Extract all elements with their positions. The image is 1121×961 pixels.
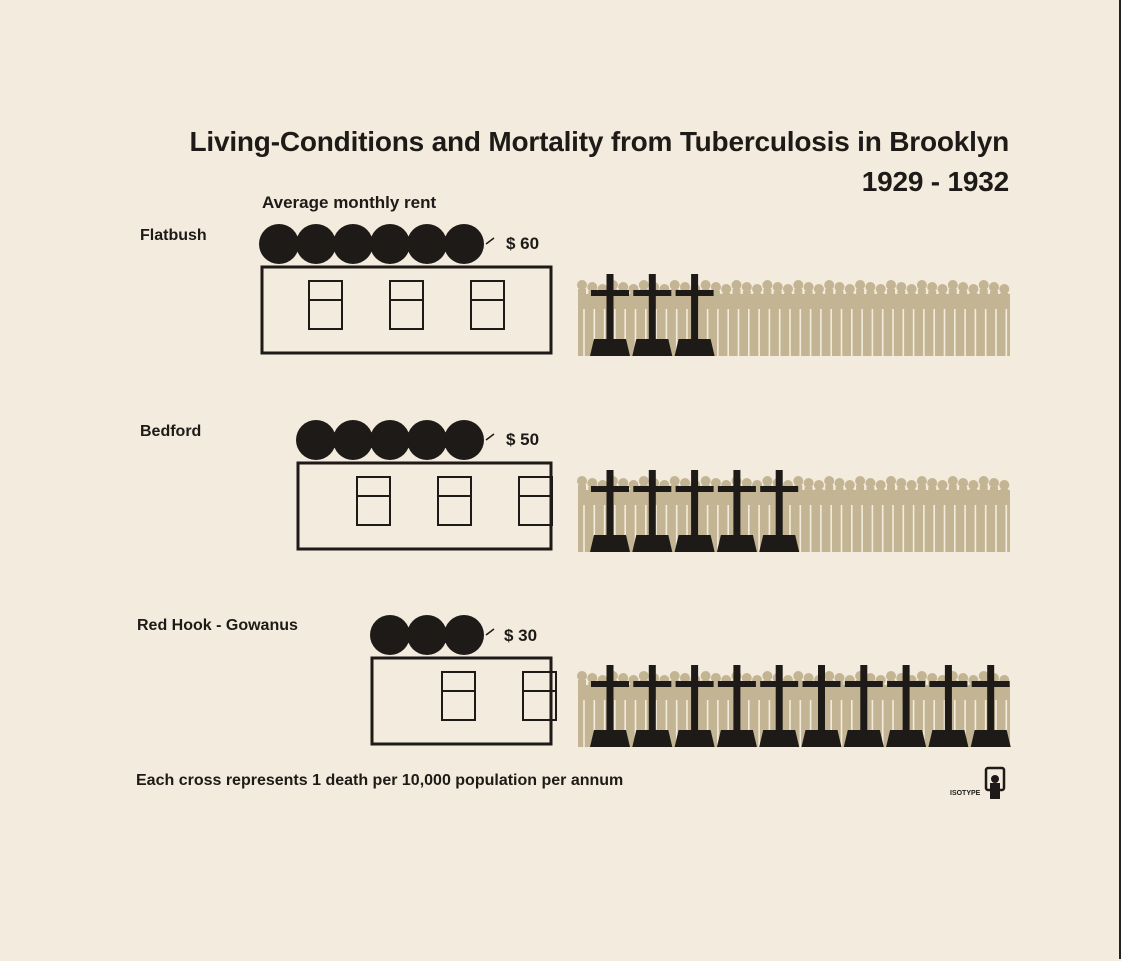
- dwelling-window: [522, 671, 557, 721]
- death-cross: [843, 665, 884, 747]
- death-cross: [759, 470, 800, 552]
- death-cross: [674, 665, 715, 747]
- dwelling-box: [296, 461, 553, 551]
- death-cross: [590, 470, 630, 552]
- dwelling-window: [470, 280, 505, 330]
- death-cross: [716, 665, 757, 747]
- rent-coin: [444, 224, 484, 264]
- dwelling-window: [308, 280, 343, 330]
- dwelling-window: [389, 280, 424, 330]
- rent-coin: [444, 615, 484, 655]
- rent-coin: [407, 224, 447, 264]
- death-cross: [590, 274, 630, 356]
- dwelling-window: [356, 476, 391, 526]
- rent-coin: [370, 224, 410, 264]
- rent-leader-tick: [485, 237, 495, 245]
- death-cross: [886, 665, 927, 747]
- rent-coin: [333, 224, 373, 264]
- death-cross: [632, 470, 673, 552]
- rent-coin: [333, 420, 373, 460]
- rent-coin: [407, 420, 447, 460]
- rent-leader-tick: [485, 628, 495, 636]
- chart-title: Living-Conditions and Mortality from Tub…: [189, 122, 1009, 202]
- dwelling-window: [441, 671, 476, 721]
- death-cross: [632, 665, 673, 747]
- death-cross: [759, 665, 800, 747]
- rent-coin: [296, 420, 336, 460]
- isotype-brand-label: ISOTYPE: [950, 790, 981, 797]
- dwelling-box: [370, 656, 553, 746]
- rent-column-label: Average monthly rent: [262, 193, 437, 212]
- dwelling-window: [518, 476, 553, 526]
- rent-value-bedford: $ 50: [506, 430, 540, 449]
- death-cross: [632, 274, 673, 356]
- rent-value-flatbush: $ 60: [506, 234, 540, 253]
- rent-coin: [444, 420, 484, 460]
- isotype-logo-icon: [984, 766, 1006, 799]
- rent-coin: [370, 615, 410, 655]
- death-cross: [716, 470, 757, 552]
- death-cross: [928, 665, 969, 747]
- death-cross: [674, 470, 715, 552]
- rent-coin: [296, 224, 336, 264]
- dwelling-box: [260, 265, 553, 355]
- rent-leader-tick: [485, 433, 495, 441]
- dwelling-window: [437, 476, 472, 526]
- district-label-red-hook: Red Hook - Gowanus: [137, 617, 298, 634]
- rent-value-red-hook: $ 30: [504, 626, 538, 645]
- district-label-bedford: Bedford: [140, 423, 202, 440]
- rent-coin: [407, 615, 447, 655]
- chart-title-text: Living-Conditions and Mortality from Tub…: [189, 126, 1009, 157]
- rent-coin: [259, 224, 299, 264]
- chart-footnote: Each cross represents 1 death per 10,000…: [136, 772, 624, 789]
- district-label-flatbush: Flatbush: [140, 227, 207, 244]
- chart-subtitle: 1929 - 1932: [861, 166, 1009, 197]
- death-cross: [970, 665, 1011, 747]
- rent-coin: [370, 420, 410, 460]
- death-cross: [674, 274, 715, 356]
- death-cross: [801, 665, 842, 747]
- death-cross: [590, 665, 630, 747]
